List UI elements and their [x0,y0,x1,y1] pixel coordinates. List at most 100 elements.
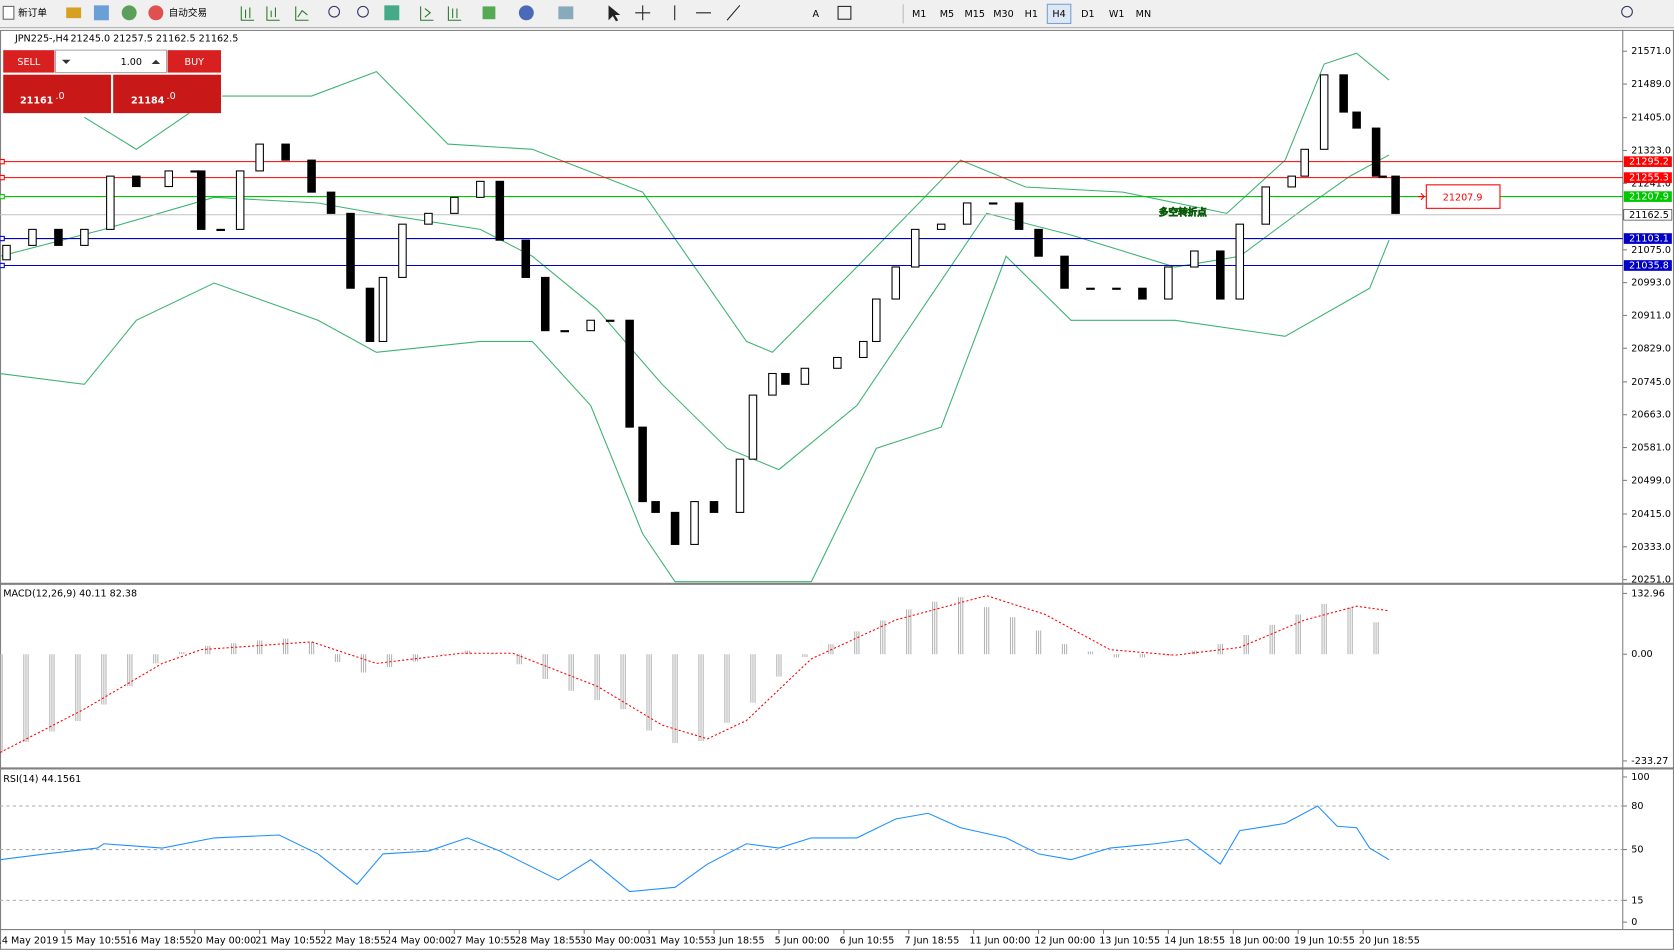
timeframe-button[interactable]: MN [1136,9,1151,20]
candle [1352,111,1361,129]
text-tool[interactable]: A [812,9,819,20]
candle [800,367,810,385]
icon[interactable] [447,6,462,21]
indicators-icon[interactable] [482,6,496,20]
crosshair-icon[interactable] [635,5,651,21]
candle [365,287,375,342]
icon[interactable] [295,6,309,21]
candle [936,223,946,230]
line-tools[interactable] [674,4,741,21]
timeframe-button[interactable]: M5 [940,9,954,20]
auto-trading-icon[interactable] [148,5,164,21]
candle [1060,255,1069,289]
lot-down[interactable] [61,59,71,65]
ask-price[interactable]: 21184 [131,95,165,106]
candle [2,244,11,261]
icon[interactable] [240,6,255,21]
candle [651,501,660,513]
x-tick-label: 7 Jun 18:55 [904,935,959,946]
x-tick-label: 24 May 00:00 [385,935,451,946]
bid-fraction[interactable]: .0 [56,91,65,102]
icon[interactable] [121,5,137,21]
candle [132,175,141,188]
buy-price-box[interactable] [113,74,221,114]
y-tick-label: 20911.0 [1631,310,1671,321]
price-marker-label: 21207.9 [1443,193,1483,204]
new-order-icon[interactable] [2,5,15,20]
candle [735,458,745,513]
candle [670,511,680,545]
auto-trading-button[interactable]: 自动交易 [169,7,207,19]
candle [1300,148,1309,177]
chart-frame [0,29,1674,950]
icon[interactable] [66,7,82,19]
icon[interactable] [93,5,109,21]
sell-price-box[interactable] [3,74,112,114]
candle [988,202,998,205]
y-tick-label: 21323.0 [1631,146,1671,157]
y-tick-label: 20663.0 [1631,410,1671,421]
candle [398,223,407,278]
sell-button[interactable] [3,50,55,73]
candle [1391,175,1400,214]
macd-signal [0,595,1390,754]
y-tick-label: 20333.0 [1631,542,1671,553]
x-tick-label: 21 May 10:55 [255,935,321,946]
templates-icon[interactable] [558,6,574,20]
zoom-in-icon[interactable] [328,5,341,18]
zoom-out-icon[interactable] [357,5,369,18]
candle [586,319,595,332]
timeframe-button[interactable]: M15 [964,9,985,20]
new-order-button[interactable]: 新订单 [18,7,47,19]
icon[interactable] [384,5,400,21]
x-tick-label: 19 Jun 10:55 [1294,935,1355,946]
candle [872,298,881,343]
icon[interactable] [266,6,280,21]
lot-value[interactable]: 1.00 [121,57,142,68]
ask-fraction[interactable]: .0 [167,91,176,102]
candle [891,266,901,300]
timeframe-button[interactable]: W1 [1109,9,1125,20]
timeframe-button[interactable]: M1 [912,9,926,20]
timeframe-button[interactable]: M30 [993,9,1014,20]
candle [216,228,225,231]
level-handle [0,235,5,242]
candle [80,228,89,246]
y-tick-label: 21241.0 [1631,178,1671,189]
chart-symbol: JPN225-,H4 [14,33,69,44]
candle [521,239,531,278]
candle [1261,186,1271,225]
level-handle [0,174,5,181]
periods-icon[interactable] [518,5,534,21]
icon[interactable] [420,6,434,21]
sell-label[interactable]: SELL [17,57,41,68]
bollinger-band [84,52,1390,353]
timeframe-button[interactable]: H4 [1052,9,1065,20]
x-tick-label: 31 May 10:55 [645,935,711,946]
candle [1319,74,1329,150]
lot-up[interactable] [151,59,161,65]
search-icon[interactable] [1621,5,1633,18]
lot-input[interactable] [54,49,168,74]
cursor-icon[interactable] [608,5,621,22]
candle [768,372,777,396]
candle [255,143,264,172]
level-label-bg [1623,191,1672,202]
label-tool[interactable] [837,5,852,20]
candle [424,212,433,225]
x-tick-label: 5 Jun 00:00 [775,935,830,946]
level-label: 21207.9 [1629,192,1669,203]
buy-label[interactable]: BUY [185,57,205,68]
bid-price[interactable]: 21161 [20,95,54,106]
active-timeframe[interactable] [1046,3,1072,25]
x-tick-label: 6 Jun 10:55 [840,935,895,946]
y-tick-label: 21571.0 [1631,46,1671,57]
candle [346,212,355,289]
timeframe-button[interactable]: D1 [1081,9,1095,20]
x-tick-label: 16 May 18:55 [126,935,192,946]
candle [1339,74,1348,113]
buy-button[interactable] [167,50,221,73]
timeframe-button[interactable]: H1 [1025,9,1038,20]
y-tick-label: 20251.0 [1631,575,1671,586]
